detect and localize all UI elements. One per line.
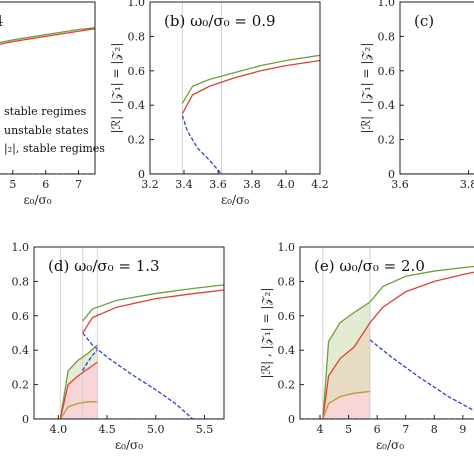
y-axis-label: |ℛ| , |𝒵₁| = |𝒵₂| (359, 43, 373, 134)
x-tick-label: 8 (431, 423, 438, 436)
x-axis-label: ε₀/σ₀ (376, 438, 404, 452)
y-tick-label: 0.6 (12, 310, 30, 323)
y-tick-label: 0.6 (278, 310, 296, 323)
y-tick-label: 0.4 (378, 99, 396, 112)
y-axis-label: |ℛ| , |𝒵₁| = |𝒵₂| (259, 288, 273, 379)
x-axis-label: ε₀/σ₀ (23, 193, 51, 207)
series-red (0, 28, 95, 45)
y-tick-label: 1.0 (12, 241, 30, 254)
y-tick-label: 1.0 (128, 0, 146, 9)
x-tick-label: 4.0 (277, 178, 295, 191)
y-axis-label: |ℛ| , |𝒵₁| = |𝒵₂| (109, 43, 123, 134)
x-tick-label: 7 (75, 178, 82, 191)
series-olive-lower (59, 401, 98, 419)
series-olive (322, 390, 371, 419)
y-tick-label: 0.4 (12, 344, 30, 357)
panel-d: 4.0 4.5 5.0 5.5 0 0.2 0.4 0.6 0.8 1.0 ε₀/σ₀ (d) ω₀/… (12, 241, 225, 452)
y-tick-label: 0 (288, 413, 295, 426)
x-tick-label: 3.6 (391, 178, 409, 191)
series-blue-dashed (369, 339, 474, 412)
shade-green (60, 345, 98, 419)
panel-title: (b) ω₀/σ₀ = 0.9 (164, 12, 276, 30)
x-axis-label: ε₀/σ₀ (115, 438, 143, 452)
x-tick-label: 3.8 (460, 178, 474, 191)
series-green-lower (59, 344, 98, 419)
series-green (181, 54, 320, 104)
legend: stable regimes unstable states |₂|, stable… (4, 105, 105, 156)
x-tick-label: 7 (402, 423, 409, 436)
plot-area (150, 2, 320, 174)
panel-c: 3.6 3.8 0 0.2 0.4 0.6 0.8 1.0 |ℛ| , |𝒵₁| = |𝒵₂| (… (359, 0, 474, 191)
panel-title: (c) (414, 12, 434, 30)
panel-title: (d) ω₀/σ₀ = 1.3 (48, 257, 160, 275)
panel-title: (e) ω₀/σ₀ = 2.0 (314, 257, 425, 275)
shade-olive (322, 322, 370, 419)
y-tick-label: 0.4 (278, 344, 296, 357)
panel-e: 4 5 6 7 8 9 0 0.2 0.4 0.6 0.8 1.0 ε₀/σ₀ |ℛ| , |𝒵₁| = … (259, 241, 474, 452)
series-green (0, 27, 95, 44)
y-tick-label: 0.8 (378, 30, 396, 43)
shade-green (322, 302, 370, 419)
y-tick-label: 0.2 (128, 134, 146, 147)
y-tick-label: 0.4 (128, 99, 146, 112)
series-blue-upper (82, 332, 194, 419)
x-tick-label: 3.8 (243, 178, 261, 191)
y-tick-label: 0.2 (278, 379, 296, 392)
y-tick-label: 1.0 (278, 241, 296, 254)
x-axis-label: ε₀/σ₀ (221, 193, 249, 207)
legend-entry: stable regimes (4, 105, 86, 118)
x-tick-label: 4.0 (50, 423, 68, 436)
y-tick-label: 0.2 (12, 379, 30, 392)
axes-frame (299, 246, 474, 420)
axes-frame (33, 246, 225, 420)
plot-area (300, 247, 474, 419)
series-blue-lower (82, 349, 98, 372)
x-tick-label: 6 (374, 423, 381, 436)
plot-area (0, 27, 95, 174)
axes-frame (399, 1, 474, 175)
legend-entry: |₂|, stable regimes (4, 142, 105, 156)
x-tick-label: 5.5 (196, 423, 214, 436)
panel-b: 3.2 3.4 3.6 3.8 4.0 4.2 0 0.2 0.4 0.6 0.8 1.0 ε₀/σ₀ |… (109, 0, 329, 207)
x-tick-label: 4 (317, 423, 324, 436)
x-tick-label: 3.2 (141, 178, 159, 191)
y-tick-label: 0 (138, 168, 145, 181)
x-tick-label: 9 (459, 423, 466, 436)
x-tick-label: 5 (9, 178, 16, 191)
panel-a: 5670ε₀/σ₀4 (0, 1, 96, 207)
axes-frame (149, 1, 321, 175)
y-tick-label: 1.0 (378, 0, 396, 9)
series-green-upper (82, 284, 224, 322)
x-tick-label: 3.6 (209, 178, 227, 191)
series-red (181, 59, 320, 115)
y-tick-label: 0.2 (378, 134, 396, 147)
shade-pink (60, 362, 98, 419)
plot-area (34, 247, 224, 419)
y-tick-label: 0.6 (378, 65, 396, 78)
plot-area (400, 173, 474, 174)
x-tick-label: 6 (42, 178, 49, 191)
legend-entry: unstable states (4, 124, 89, 137)
x-tick-label: 4.2 (311, 178, 329, 191)
y-tick-label: 0.8 (128, 30, 146, 43)
panel-title: 4 (0, 12, 4, 30)
series-red (322, 271, 474, 419)
series-red-lower (59, 361, 98, 419)
axes-frame (0, 1, 96, 175)
x-tick-label: 4.5 (98, 423, 116, 436)
y-tick-label: 0.8 (12, 275, 30, 288)
x-tick-label: 5 (345, 423, 352, 436)
series-green (322, 265, 474, 419)
y-tick-label: 0 (22, 413, 29, 426)
x-tick-label: 5.0 (147, 423, 165, 436)
x-tick-label: 3.4 (175, 178, 193, 191)
y-tick-label: 0 (388, 168, 395, 181)
series-red-upper (82, 289, 224, 334)
y-tick-label: 0.8 (278, 275, 296, 288)
y-tick-label: 0.6 (128, 65, 146, 78)
series-blue-dashed (181, 115, 222, 174)
